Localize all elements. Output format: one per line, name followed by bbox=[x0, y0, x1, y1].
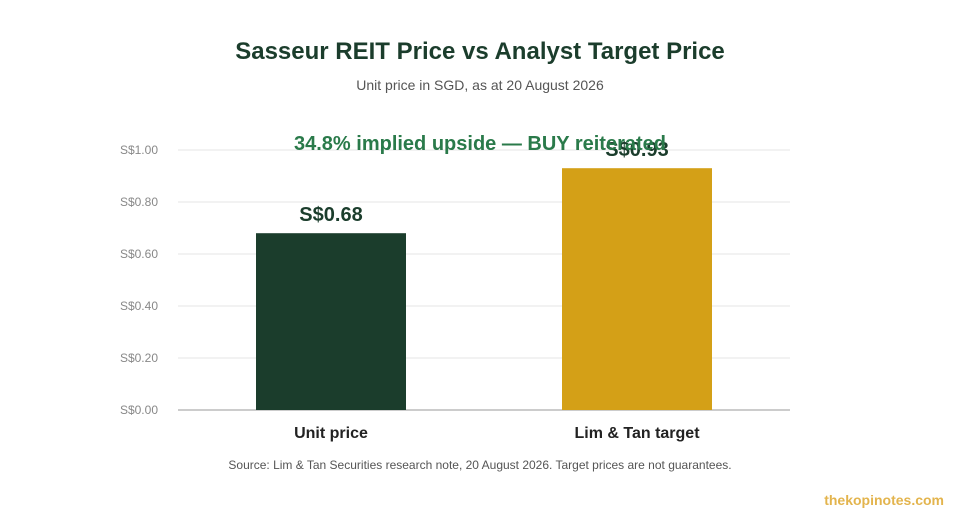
y-tick-label: S$1.00 bbox=[120, 143, 158, 157]
x-axis-ticks: Unit price Lim & Tan target bbox=[294, 425, 700, 442]
chart-title: Sasseur REIT Price vs Analyst Target Pri… bbox=[235, 38, 725, 65]
data-labels: S$0.68 S$0.93 bbox=[299, 139, 668, 226]
bar-target-price bbox=[562, 168, 712, 410]
x-tick-label: Lim & Tan target bbox=[574, 425, 700, 442]
y-tick-label: S$0.20 bbox=[120, 351, 158, 365]
y-axis-ticks: S$0.00 S$0.20 S$0.40 S$0.60 S$0.80 S$1.00 bbox=[120, 143, 158, 417]
source-note: Source: Lim & Tan Securities research no… bbox=[228, 458, 732, 472]
y-tick-label: S$0.60 bbox=[120, 247, 158, 261]
y-tick-label: S$0.00 bbox=[120, 403, 158, 417]
bar-unit-price bbox=[256, 233, 406, 410]
x-tick-label: Unit price bbox=[294, 425, 368, 442]
data-label: S$0.93 bbox=[605, 139, 668, 161]
chart-subtitle: Unit price in SGD, as at 20 August 2026 bbox=[356, 77, 604, 93]
y-tick-label: S$0.80 bbox=[120, 195, 158, 209]
upside-annotation: 34.8% implied upside — BUY reiterated bbox=[294, 133, 666, 155]
data-label: S$0.68 bbox=[299, 204, 362, 226]
y-tick-label: S$0.40 bbox=[120, 299, 158, 313]
bars bbox=[256, 168, 712, 410]
brand-link[interactable]: thekopinotes.com bbox=[824, 492, 944, 508]
